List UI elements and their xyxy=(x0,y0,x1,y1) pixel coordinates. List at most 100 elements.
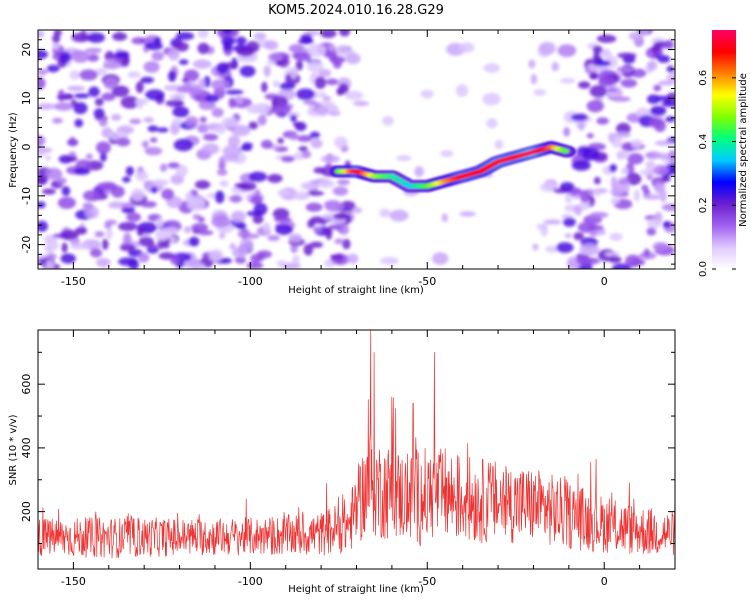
noise-blob xyxy=(111,85,130,97)
colorbar-label: Normalized spectral amplitude xyxy=(738,73,749,227)
noise-blob xyxy=(300,182,318,190)
noise-blob xyxy=(156,127,169,133)
noise-blob xyxy=(194,180,211,190)
noise-blob xyxy=(73,93,90,99)
noise-blob xyxy=(288,44,305,53)
noise-blob xyxy=(198,101,216,110)
noise-blob xyxy=(262,221,271,233)
noise-blob xyxy=(170,174,185,185)
noise-blob xyxy=(167,70,177,82)
spectrogram-y-label: Frequency (Hz) xyxy=(8,112,19,188)
noise-blob xyxy=(246,261,264,269)
noise-blob xyxy=(573,232,584,241)
noise-blob xyxy=(202,133,219,141)
noise-blob xyxy=(559,182,575,191)
noise-blob xyxy=(260,139,273,149)
noise-blob xyxy=(252,214,264,225)
noise-blob xyxy=(332,59,342,69)
noise-blob xyxy=(332,213,351,220)
noise-blob xyxy=(186,197,206,211)
noise-blob xyxy=(197,42,210,55)
noise-blob xyxy=(665,116,675,123)
noise-blob xyxy=(627,152,644,165)
noise-blob xyxy=(337,179,350,186)
snr-x-label: Height of straight line (km) xyxy=(288,584,424,595)
noise-blob xyxy=(234,95,244,105)
noise-blob xyxy=(234,182,250,189)
noise-blob xyxy=(237,229,251,239)
noise-blob xyxy=(613,131,632,138)
noise-blob xyxy=(94,68,108,76)
noise-blob xyxy=(211,107,224,118)
colorbar-tick-label: 0.0 xyxy=(698,261,709,277)
noise-blob xyxy=(640,30,649,34)
noise-blob xyxy=(173,138,194,152)
noise-blob xyxy=(197,30,209,39)
noise-blob xyxy=(563,217,576,227)
noise-blob xyxy=(103,77,119,90)
noise-blob xyxy=(267,173,283,183)
snr-y-ticks: 200 400 600 xyxy=(20,351,675,545)
noise-blob xyxy=(494,139,504,150)
noise-blob xyxy=(342,238,351,250)
noise-blob xyxy=(320,155,341,163)
noise-blob xyxy=(610,96,631,102)
x-tick-label: 0 xyxy=(601,275,608,288)
noise-blob xyxy=(639,169,657,176)
noise-blob xyxy=(641,184,649,192)
noise-blob xyxy=(332,186,349,196)
snr-x-ticks: -150 -100 -50 0 xyxy=(37,330,676,588)
noise-blob xyxy=(539,182,558,192)
noise-blob xyxy=(138,236,155,247)
spectrogram-noise xyxy=(38,30,675,269)
noise-blob xyxy=(532,243,539,251)
noise-blob xyxy=(652,242,669,251)
noise-blob xyxy=(630,68,647,78)
noise-blob xyxy=(225,89,244,95)
noise-blob xyxy=(296,88,315,100)
noise-blob xyxy=(380,256,399,265)
noise-blob xyxy=(654,140,674,146)
noise-blob xyxy=(352,207,363,214)
noise-blob xyxy=(616,150,630,160)
noise-blob xyxy=(45,253,57,260)
noise-blob xyxy=(110,185,125,198)
x-tick-label: -50 xyxy=(418,275,436,288)
noise-blob xyxy=(664,39,675,50)
noise-blob xyxy=(64,156,78,162)
noise-blob xyxy=(328,45,337,52)
noise-blob xyxy=(88,86,100,97)
noise-blob xyxy=(334,238,344,245)
x-tick-label: 0 xyxy=(601,575,608,588)
noise-blob xyxy=(150,186,158,194)
noise-blob xyxy=(130,188,145,202)
noise-blob xyxy=(38,68,48,75)
noise-blob xyxy=(119,243,136,252)
noise-blob xyxy=(379,208,391,218)
noise-blob xyxy=(633,189,641,202)
noise-blob xyxy=(257,115,267,126)
noise-blob xyxy=(73,102,88,115)
noise-blob xyxy=(94,98,104,107)
chart-title: KOM5.2024.010.16.28.G29 xyxy=(268,3,444,18)
colorbar-ticks: 0.0 0.2 0.4 0.6 xyxy=(698,70,736,277)
noise-blob xyxy=(661,203,675,212)
noise-blob xyxy=(298,146,308,152)
noise-blob xyxy=(589,85,608,98)
noise-blob xyxy=(267,234,281,242)
noise-blob xyxy=(530,73,538,85)
noise-blob xyxy=(618,177,630,185)
noise-blob xyxy=(592,60,612,67)
noise-blob xyxy=(586,132,594,139)
noise-blob xyxy=(657,55,671,63)
noise-blob xyxy=(589,72,599,80)
noise-blob xyxy=(528,59,536,69)
colorbar-tick-label: 0.6 xyxy=(698,70,709,86)
noise-blob xyxy=(274,216,292,223)
noise-blob xyxy=(657,80,675,86)
noise-blob xyxy=(666,92,675,103)
noise-blob xyxy=(292,121,302,127)
noise-blob xyxy=(156,217,164,229)
